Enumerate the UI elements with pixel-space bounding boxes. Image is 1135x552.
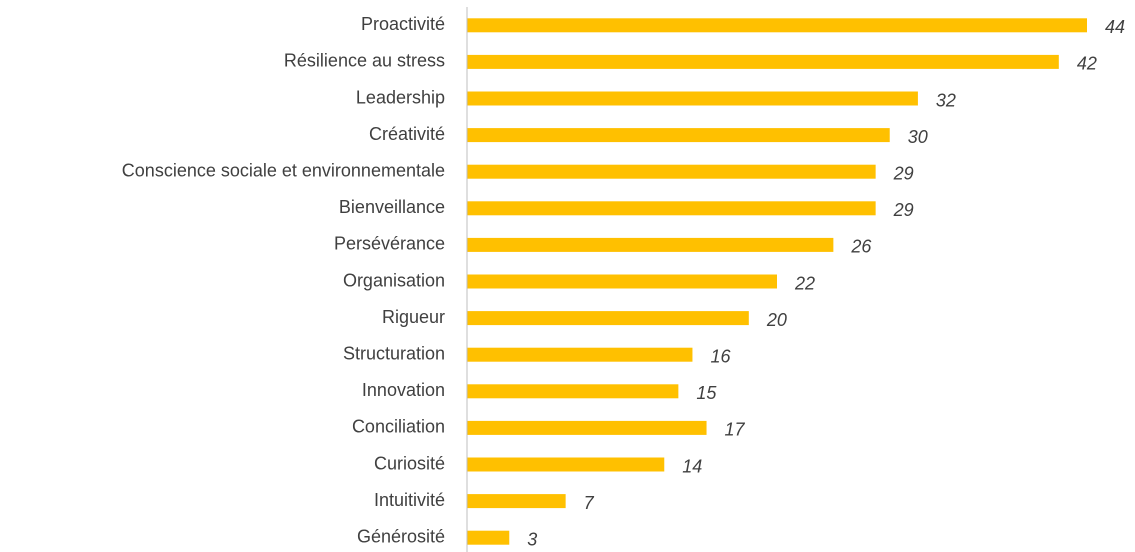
value-label: 30: [908, 127, 928, 147]
value-label: 42: [1077, 54, 1097, 74]
category-label: Curiosité: [374, 453, 445, 473]
value-label: 7: [584, 493, 595, 513]
value-label: 29: [893, 200, 914, 220]
category-label: Conciliation: [352, 417, 445, 437]
category-label: Bienveillance: [339, 197, 445, 217]
bar: [467, 201, 876, 216]
bar: [467, 54, 1059, 69]
value-label: 17: [725, 420, 746, 440]
value-label: 16: [710, 346, 731, 366]
bar: [467, 457, 665, 472]
bar: [467, 311, 749, 326]
bar: [467, 530, 510, 545]
bar: [467, 384, 679, 399]
bar: [467, 18, 1087, 33]
bar: [467, 494, 566, 509]
value-label: 44: [1105, 17, 1125, 37]
bar: [467, 91, 918, 106]
value-label: 20: [766, 310, 787, 330]
value-label: 29: [893, 163, 914, 183]
category-label: Conscience sociale et environnementale: [122, 160, 445, 180]
category-label: Créativité: [369, 124, 445, 144]
category-label: Proactivité: [361, 14, 445, 34]
category-label: Organisation: [343, 270, 445, 290]
category-label: Générosité: [357, 526, 445, 546]
category-label: Structuration: [343, 343, 445, 363]
bar: [467, 164, 876, 179]
category-label: Rigueur: [382, 307, 445, 327]
bar: [467, 420, 707, 435]
bar: [467, 274, 777, 289]
category-label: Innovation: [362, 380, 445, 400]
value-label: 22: [794, 273, 815, 293]
value-label: 15: [696, 383, 717, 403]
bar: [467, 128, 890, 143]
category-label: Résilience au stress: [284, 51, 445, 71]
value-label: 32: [936, 90, 956, 110]
value-label: 26: [850, 237, 872, 257]
category-label: Persévérance: [334, 234, 445, 254]
category-label: Leadership: [356, 87, 445, 107]
category-label: Intuitivité: [374, 490, 445, 510]
bar: [467, 237, 834, 252]
bar: [467, 347, 693, 362]
value-label: 3: [527, 529, 537, 549]
value-label: 14: [682, 456, 702, 476]
